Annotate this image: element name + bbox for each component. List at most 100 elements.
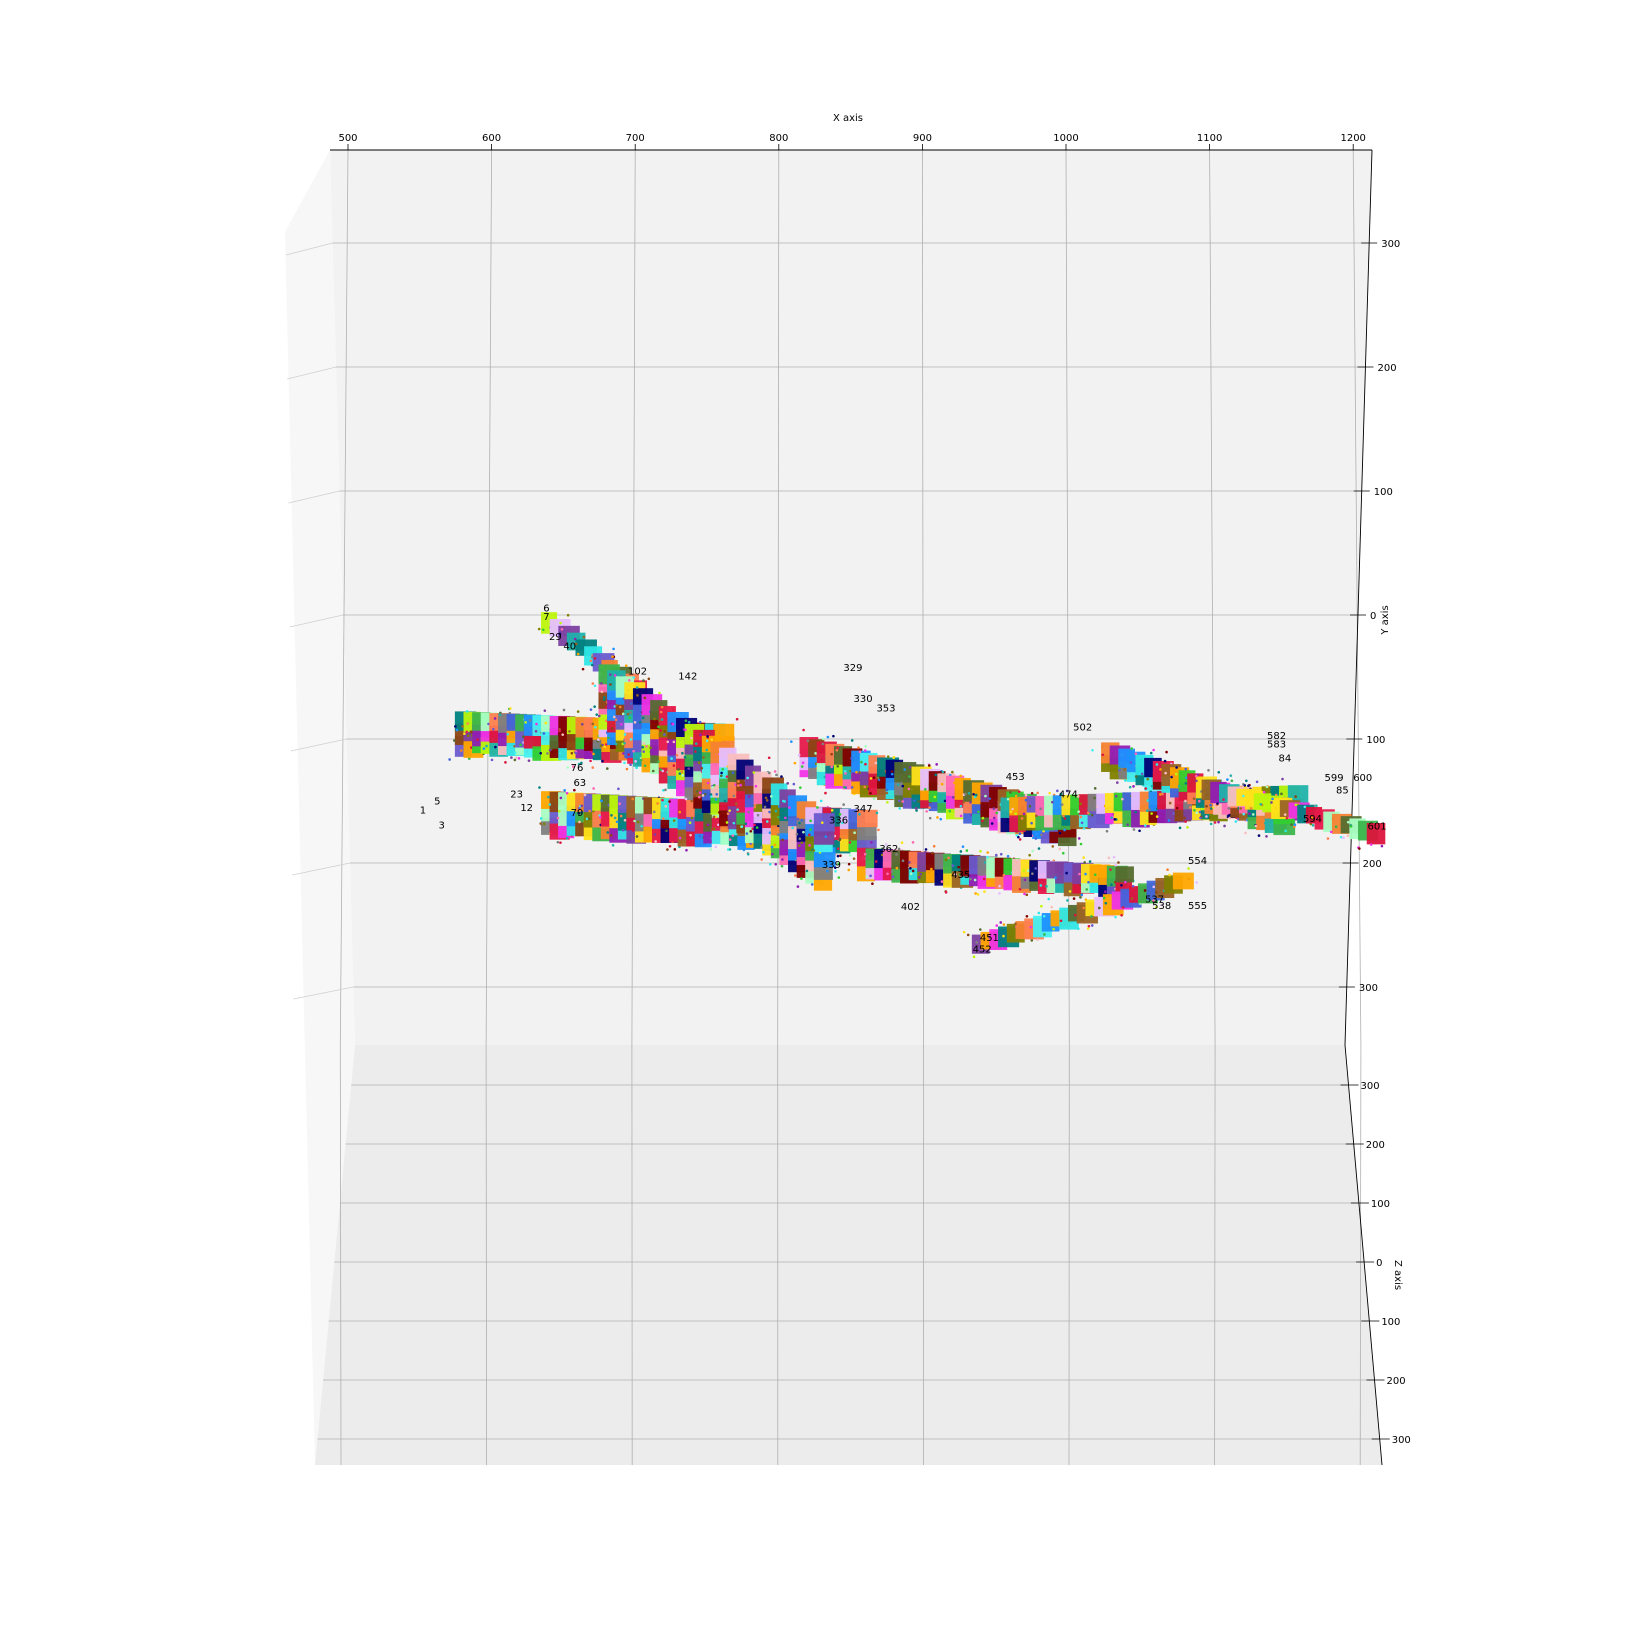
scatter-point bbox=[737, 780, 740, 783]
scatter-point bbox=[607, 736, 610, 740]
scatter-point bbox=[763, 805, 767, 809]
segment-id-label: 329 bbox=[843, 663, 862, 674]
scatter-point bbox=[988, 797, 992, 800]
scatter-point bbox=[453, 739, 456, 742]
scatter-point bbox=[1029, 925, 1033, 929]
scatter-point bbox=[1211, 806, 1215, 810]
scatter-point bbox=[1183, 816, 1186, 820]
scatter-point bbox=[983, 861, 987, 864]
segment-id-label: 336 bbox=[829, 815, 848, 826]
scatter-point bbox=[746, 853, 750, 856]
back-pane bbox=[330, 150, 1372, 1045]
x-floor-gridline bbox=[1359, 1044, 1362, 1466]
scatter-point bbox=[1243, 784, 1247, 787]
scatter-point bbox=[661, 817, 665, 820]
scatter-point bbox=[1107, 856, 1111, 860]
scatter-point bbox=[934, 773, 938, 777]
scatter-point bbox=[574, 642, 578, 646]
scatter-point bbox=[1103, 890, 1107, 893]
scatter-point bbox=[671, 722, 675, 726]
scatter-point bbox=[629, 738, 633, 741]
scatter-point bbox=[636, 820, 640, 824]
scatter-point bbox=[694, 742, 698, 745]
scatter-point bbox=[858, 750, 862, 754]
scatter-point bbox=[890, 772, 894, 776]
scatter-point bbox=[770, 845, 774, 849]
scatter-point bbox=[802, 830, 805, 834]
scatter-point bbox=[664, 788, 667, 792]
scatter-point bbox=[1192, 797, 1196, 800]
scatter-point bbox=[1339, 835, 1343, 839]
scatter-point bbox=[1303, 805, 1307, 809]
scatter-point bbox=[1014, 794, 1018, 798]
scatter-point bbox=[580, 804, 584, 808]
scatter-point bbox=[1242, 812, 1245, 816]
scatter-point bbox=[632, 749, 635, 753]
scatter-point bbox=[875, 811, 879, 815]
scatter-point bbox=[903, 768, 907, 771]
scatter-point bbox=[777, 815, 780, 819]
scatter-point bbox=[940, 880, 944, 883]
scatter-point bbox=[1130, 747, 1134, 750]
x-tick-label: 1000 bbox=[1053, 133, 1078, 144]
scatter-point bbox=[487, 722, 490, 726]
scatter-point bbox=[853, 831, 856, 835]
scatter-point bbox=[1028, 805, 1032, 808]
scatter-point bbox=[670, 757, 673, 760]
scatter-point bbox=[619, 814, 623, 818]
scatter-point bbox=[1086, 927, 1090, 930]
scatter-point bbox=[582, 635, 586, 639]
scatter-point bbox=[637, 713, 641, 717]
scatter-point bbox=[654, 840, 657, 843]
scatter-point bbox=[973, 878, 977, 882]
scatter-point bbox=[1346, 834, 1350, 838]
z-tick-label: 200 bbox=[1366, 1140, 1385, 1151]
scatter-point bbox=[898, 807, 901, 810]
scatter-point bbox=[605, 719, 608, 722]
y-tick-label: 0 bbox=[1370, 611, 1376, 622]
scatter-point bbox=[1002, 934, 1005, 938]
scatter-point bbox=[642, 679, 645, 682]
scatter-point bbox=[1036, 938, 1039, 942]
scatter-point bbox=[781, 858, 784, 861]
scatter-point bbox=[548, 748, 552, 752]
scatter-point bbox=[566, 613, 570, 617]
scatter-point bbox=[1265, 785, 1269, 789]
scatter-point bbox=[559, 621, 562, 625]
scatter-point bbox=[1018, 838, 1022, 841]
scatter-point bbox=[1161, 792, 1164, 796]
scatter-point bbox=[1167, 819, 1171, 822]
segment-id-label: 85 bbox=[1336, 786, 1349, 797]
segment-id-label: 353 bbox=[876, 704, 895, 715]
scatter-point bbox=[660, 705, 664, 709]
scatter-point bbox=[1149, 751, 1153, 755]
scatter-point bbox=[830, 809, 834, 812]
scatter-point bbox=[718, 731, 722, 734]
scatter-point bbox=[1039, 884, 1043, 887]
scatter-point bbox=[1252, 813, 1255, 816]
segment-id-label: 79 bbox=[571, 808, 584, 819]
scatter-point bbox=[634, 760, 637, 763]
scatter-point bbox=[821, 737, 825, 741]
scatter-point bbox=[605, 767, 609, 770]
scatter-point bbox=[1294, 795, 1297, 798]
scatter-point bbox=[629, 702, 633, 705]
scatter-point bbox=[1124, 779, 1127, 782]
scatter-point bbox=[760, 858, 764, 861]
scatter-point bbox=[951, 795, 955, 799]
segment-id-label: 40 bbox=[563, 642, 576, 653]
scatter-point bbox=[955, 813, 959, 816]
scatter-point bbox=[776, 833, 780, 836]
scatter-point bbox=[1254, 824, 1258, 828]
scatter-point bbox=[944, 891, 948, 894]
scatter-point bbox=[684, 797, 688, 801]
scatter-point bbox=[911, 841, 915, 844]
scatter-point bbox=[1255, 780, 1259, 784]
scatter-point bbox=[915, 809, 918, 812]
scatter-point bbox=[600, 799, 603, 803]
scatter-point bbox=[455, 735, 458, 739]
segment-id-label: 452 bbox=[973, 944, 992, 955]
scatter-point bbox=[954, 873, 957, 876]
scatter-point bbox=[1078, 886, 1081, 890]
scatter-point bbox=[877, 828, 880, 832]
